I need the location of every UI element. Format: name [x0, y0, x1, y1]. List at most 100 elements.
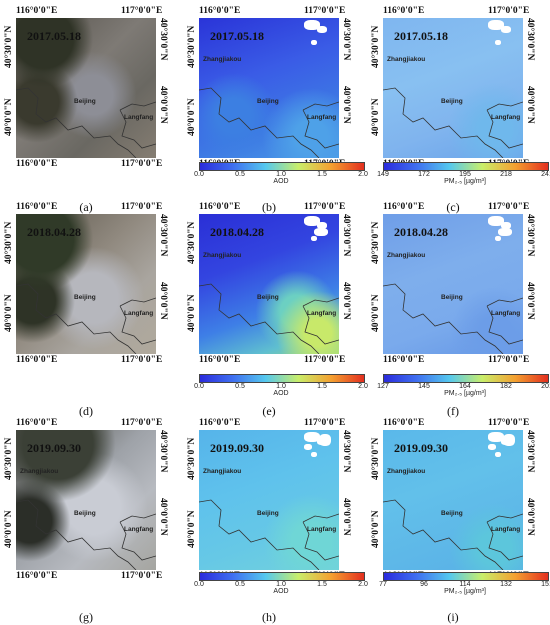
date-label: 2019.09.30: [27, 441, 81, 455]
cloud-mask: [501, 222, 511, 229]
lat-label: 40°0'0"N: [371, 294, 381, 332]
cloud-mask: [488, 20, 504, 30]
city-label-beijing: Beijing: [257, 294, 279, 301]
pm-map-panel: 2019.09.30 Beijing Zhangjiakou Langfang: [383, 430, 523, 570]
colorbar-tick: 201: [541, 383, 550, 390]
panel-caption: (f): [447, 404, 459, 418]
city-label-langfang: Langfang: [307, 310, 337, 317]
city-label-zhangjiakou: Zhangjiakou: [387, 56, 426, 63]
colorbar-tick: 151: [541, 581, 550, 588]
lat-label: 40°30'0"N: [371, 221, 381, 264]
lat-label: 40°0'0"N: [341, 498, 351, 536]
cloud-mask: [304, 20, 320, 30]
lon-label: 117°0'0"E: [121, 355, 163, 365]
city-label-langfang: Langfang: [124, 114, 154, 121]
lon-label: 116°0'0"E: [383, 418, 425, 428]
city-label-beijing: Beijing: [74, 294, 96, 301]
lat-label: 40°30'0"N: [341, 430, 351, 473]
lon-label: 117°0'0"E: [488, 355, 530, 365]
rgb-map-panel: 2017.05.18 Beijing Langfang: [16, 18, 156, 158]
lat-label: 40°0'0"N: [4, 510, 14, 548]
panel-caption: (i): [447, 610, 459, 624]
lon-label: 117°0'0"E: [488, 418, 530, 428]
colorbar-tick: 114: [459, 581, 471, 588]
colorbar-tick: 182: [500, 383, 512, 390]
cloud-mask: [495, 452, 501, 457]
lon-label: 117°0'0"E: [488, 202, 530, 212]
city-label-beijing: Beijing: [441, 98, 463, 105]
colorbar-tick: 2.0: [358, 171, 368, 178]
date-label: 2017.05.18: [27, 29, 81, 43]
lat-label: 40°0'0"N: [187, 510, 197, 548]
pm-colorbar: [383, 374, 549, 383]
cloud-mask: [488, 216, 504, 226]
cloud-mask: [317, 26, 327, 33]
colorbar-tick: 218: [500, 171, 512, 178]
colorbar-tick: 1.0: [276, 383, 286, 390]
lat-label: 40°30'0"N: [525, 214, 535, 257]
cloud-mask: [311, 40, 317, 45]
colorbar-tick: 132: [500, 581, 512, 588]
rgb-map-panel: 2018.04.28 Beijing Langfang: [16, 214, 156, 354]
cloud-mask: [488, 444, 496, 450]
city-label-beijing: Beijing: [74, 98, 96, 105]
colorbar-tick: 172: [418, 171, 430, 178]
date-label: 2019.09.30: [394, 441, 448, 455]
rgb-map-panel: 2019.09.30 Beijing Zhangjiakou Langfang: [16, 430, 156, 570]
pm-map-panel: 2018.04.28 Beijing Zhangjiakou Langfang: [383, 214, 523, 354]
city-label-zhangjiakou: Zhangjiakou: [203, 56, 242, 63]
city-label-langfang: Langfang: [491, 310, 521, 317]
panel-caption: (e): [262, 404, 276, 418]
city-label-beijing: Beijing: [441, 510, 463, 517]
city-label-zhangjiakou: Zhangjiakou: [387, 468, 426, 475]
date-label: 2018.04.28: [210, 225, 264, 239]
colorbar-tick: 0.5: [235, 581, 245, 588]
colorbar-tick: 0.0: [194, 581, 204, 588]
lon-label: 117°0'0"E: [304, 355, 346, 365]
lat-label: 40°0'0"N: [525, 282, 535, 320]
date-label: 2019.09.30: [210, 441, 264, 455]
lat-label: 40°30'0"N: [158, 18, 168, 61]
cloud-mask: [304, 216, 320, 226]
lat-label: 40°30'0"N: [4, 25, 14, 68]
lat-label: 40°0'0"N: [158, 498, 168, 536]
lat-label: 40°0'0"N: [158, 86, 168, 124]
lat-label: 40°30'0"N: [158, 214, 168, 257]
city-label-langfang: Langfang: [307, 114, 337, 121]
lon-label: 116°0'0"E: [383, 202, 425, 212]
lon-label: 117°0'0"E: [121, 571, 163, 581]
lat-label: 40°30'0"N: [158, 430, 168, 473]
colorbar-title: PM₂.₅ [µg/m³]: [444, 178, 486, 185]
lat-label: 40°0'0"N: [4, 294, 14, 332]
colorbar-tick: 145: [418, 383, 430, 390]
lat-label: 40°0'0"N: [371, 98, 381, 136]
lat-label: 40°0'0"N: [525, 498, 535, 536]
lon-label: 117°0'0"E: [121, 418, 163, 428]
lon-label: 117°0'0"E: [304, 418, 346, 428]
lon-label: 116°0'0"E: [199, 418, 241, 428]
colorbar-title: PM₂.₅ [µg/m³]: [444, 588, 486, 595]
cloud-mask: [304, 432, 320, 442]
lon-label: 116°0'0"E: [199, 202, 241, 212]
lat-label: 40°30'0"N: [371, 437, 381, 480]
cloud-mask: [304, 444, 312, 450]
lon-label: 117°0'0"E: [304, 6, 346, 16]
lon-label: 116°0'0"E: [199, 355, 241, 365]
panel-caption: (b): [262, 200, 276, 214]
cloud-mask: [311, 452, 317, 457]
lon-label: 116°0'0"E: [16, 571, 58, 581]
colorbar-title: AOD: [273, 588, 289, 595]
colorbar-tick: 0.0: [194, 171, 204, 178]
lon-label: 117°0'0"E: [488, 6, 530, 16]
lat-label: 40°30'0"N: [4, 437, 14, 480]
cloud-mask: [501, 26, 511, 33]
colorbar-tick: 241: [541, 171, 550, 178]
lon-label: 116°0'0"E: [16, 202, 58, 212]
colorbar-title: PM₂.₅ [µg/m³]: [444, 390, 486, 397]
colorbar-tick: 195: [459, 171, 471, 178]
colorbar-tick: 149: [377, 171, 389, 178]
lat-label: 40°30'0"N: [187, 221, 197, 264]
city-label-langfang: Langfang: [491, 114, 521, 121]
colorbar-tick: 2.0: [358, 383, 368, 390]
date-label: 2018.04.28: [394, 225, 448, 239]
